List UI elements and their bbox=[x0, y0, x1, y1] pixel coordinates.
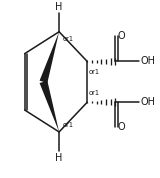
Text: or1: or1 bbox=[63, 36, 74, 42]
Text: H: H bbox=[55, 2, 63, 12]
Polygon shape bbox=[40, 32, 59, 83]
Text: O: O bbox=[118, 32, 125, 41]
Text: or1: or1 bbox=[89, 69, 100, 75]
Text: O: O bbox=[118, 122, 125, 132]
Text: OH: OH bbox=[140, 56, 155, 67]
Text: H: H bbox=[55, 153, 63, 163]
Polygon shape bbox=[40, 81, 59, 132]
Text: or1: or1 bbox=[63, 122, 74, 128]
Text: OH: OH bbox=[140, 97, 155, 107]
Text: or1: or1 bbox=[89, 90, 100, 96]
